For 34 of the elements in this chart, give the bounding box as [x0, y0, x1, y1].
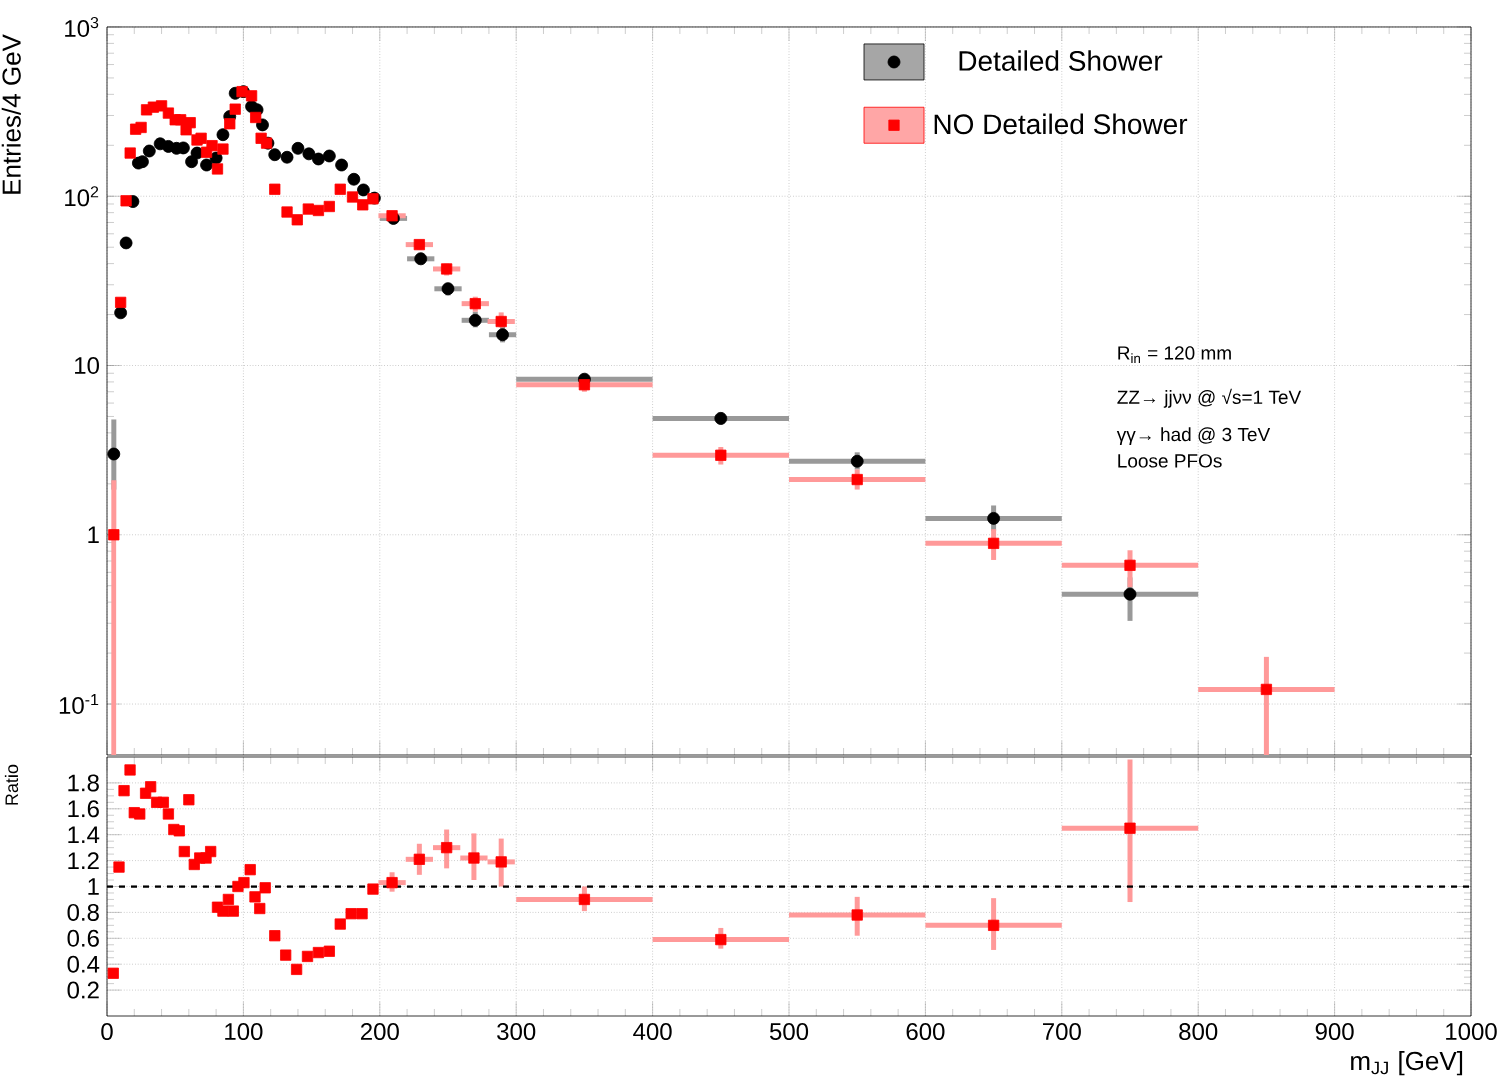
y-tick-label: 1.6 — [68, 800, 99, 818]
y-axis-title: Ratio — [4, 764, 19, 805]
x-axis-title: m$_{JJ}$ [GeV] — [1351, 1051, 1463, 1076]
y-tick-label: 1 — [88, 878, 99, 895]
y-tick-label: 10 — [75, 357, 99, 374]
x-tick-label: 400 — [633, 1023, 672, 1041]
x-tick-label: 600 — [906, 1023, 945, 1041]
y-tick-label: 0.6 — [67, 929, 99, 947]
annotation: R$_{in}$ = 120 mm — [1118, 346, 1231, 363]
x-tick-label: 200 — [360, 1023, 399, 1041]
x-tick-label: 300 — [497, 1023, 536, 1041]
y-tick-label: 0.4 — [67, 955, 100, 973]
y-tick-label: 10$^{3}$ — [65, 16, 99, 38]
y-axis-title: Entries/4 GeV — [1, 34, 21, 194]
x-tick-label: 700 — [1043, 1023, 1081, 1041]
y-tick-label: 0.8 — [67, 903, 99, 921]
x-tick-label: 800 — [1179, 1023, 1218, 1041]
y-tick-label: 1.8 — [68, 774, 99, 792]
x-tick-label: 1000 — [1446, 1023, 1497, 1041]
y-tick-label: 0.2 — [67, 981, 99, 999]
x-tick-label: 100 — [225, 1023, 263, 1041]
legend-label: Detailed Shower — [959, 50, 1163, 71]
annotation: γγ→ had @ 3 TeV — [1116, 427, 1271, 445]
x-tick-label: 0 — [101, 1023, 113, 1041]
y-tick-label: 1.2 — [68, 852, 99, 869]
annotation: ZZ→ jjνν @ √s=1 TeV — [1117, 388, 1302, 408]
y-tick-label: 1.4 — [68, 826, 100, 843]
y-tick-label: 10$^{2}$ — [65, 186, 99, 207]
legend-label: NO Detailed Shower — [934, 113, 1188, 135]
x-tick-label: 500 — [769, 1023, 809, 1041]
annotation: Loose PFOs — [1118, 454, 1222, 468]
x-tick-label: 900 — [1315, 1023, 1354, 1041]
y-tick-label: 10$^{-1}$ — [59, 694, 99, 715]
y-tick-label: 1 — [88, 526, 99, 544]
